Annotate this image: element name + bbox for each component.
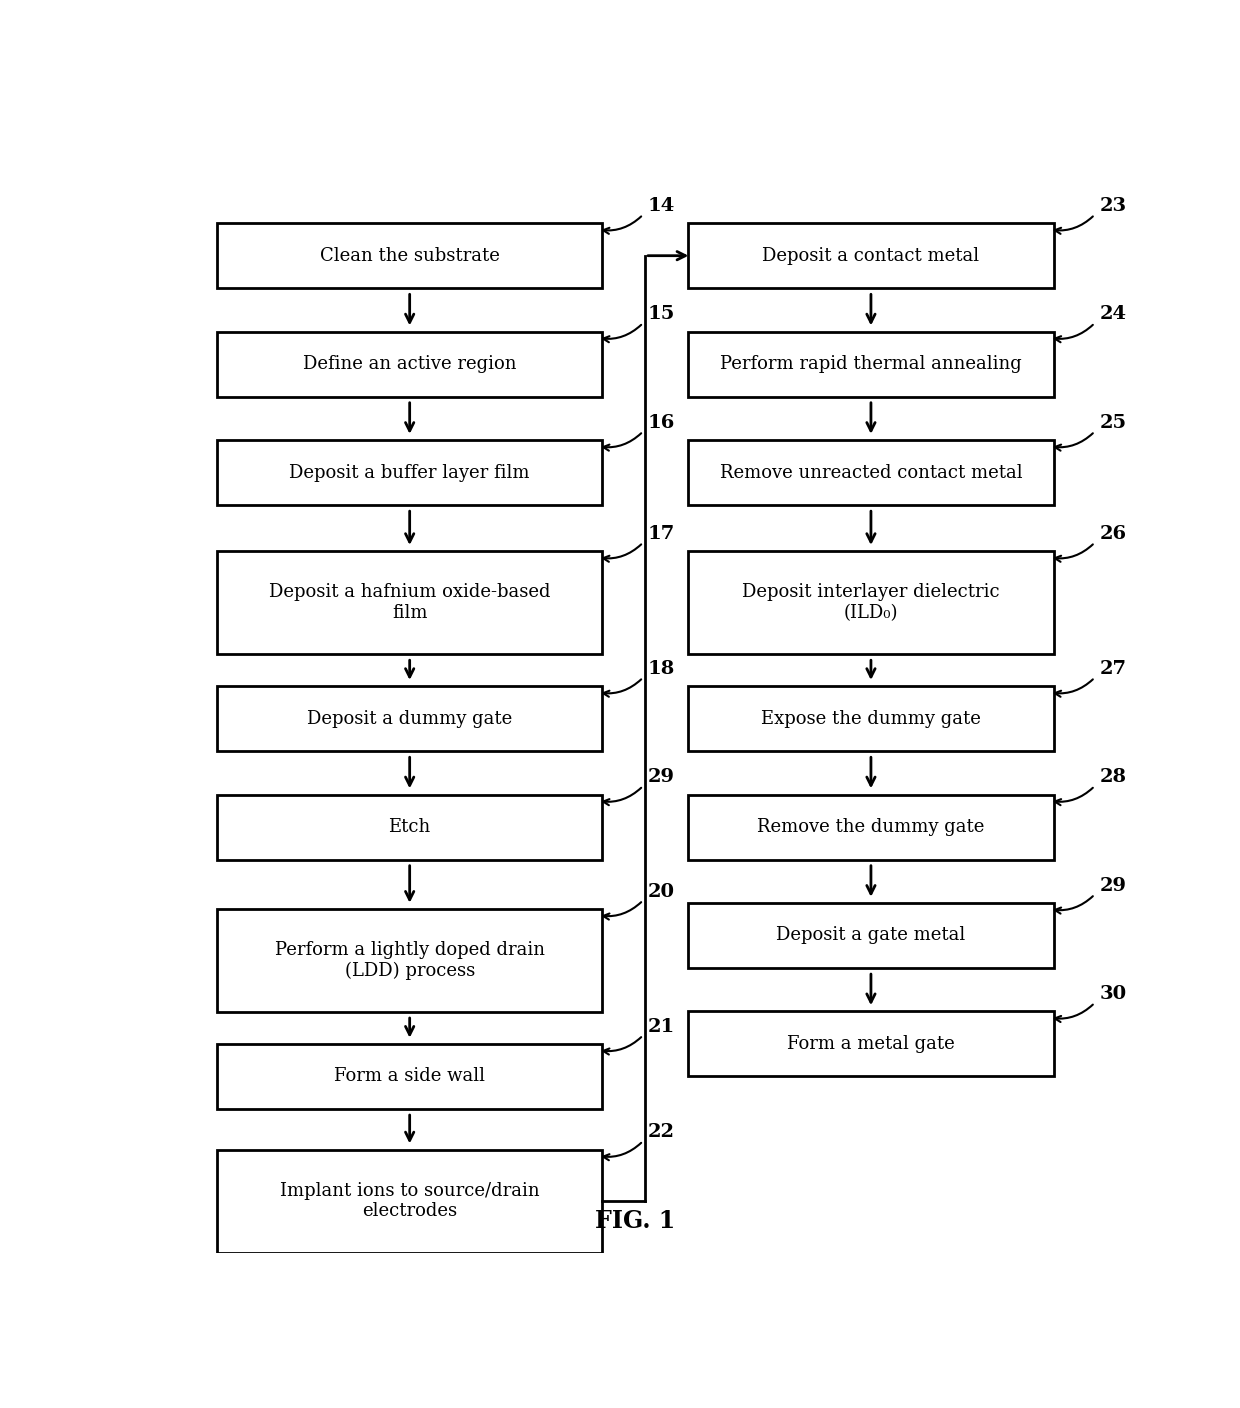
Bar (688, 441, 1054, 505)
Text: 17: 17 (649, 525, 676, 542)
Text: Deposit a gate metal: Deposit a gate metal (776, 926, 966, 945)
Text: 27: 27 (1100, 660, 1127, 677)
Text: Perform rapid thermal annealing: Perform rapid thermal annealing (720, 355, 1022, 373)
Text: 26: 26 (1100, 525, 1127, 542)
Text: Perform a lightly doped drain
(LDD) process: Perform a lightly doped drain (LDD) proc… (275, 941, 544, 980)
Bar (217, 1043, 601, 1110)
Text: 15: 15 (649, 306, 676, 324)
Text: 29: 29 (1100, 877, 1127, 894)
Text: Expose the dummy gate: Expose the dummy gate (761, 710, 981, 728)
Text: Deposit a buffer layer film: Deposit a buffer layer film (289, 463, 529, 482)
Text: 20: 20 (649, 883, 675, 901)
Text: FIG. 1: FIG. 1 (595, 1208, 676, 1232)
Bar (217, 441, 601, 505)
Text: 21: 21 (649, 1018, 676, 1035)
Text: Clean the substrate: Clean the substrate (320, 246, 500, 265)
Bar (688, 903, 1054, 967)
Text: Deposit a dummy gate: Deposit a dummy gate (308, 710, 512, 728)
Bar (217, 224, 601, 289)
Text: Deposit a contact metal: Deposit a contact metal (763, 246, 980, 265)
Bar (688, 1011, 1054, 1076)
Text: Remove the dummy gate: Remove the dummy gate (758, 818, 985, 836)
Bar (217, 910, 601, 1012)
Text: Implant ions to source/drain
electrodes: Implant ions to source/drain electrodes (280, 1181, 539, 1221)
Text: Remove unreacted contact metal: Remove unreacted contact metal (719, 463, 1022, 482)
Text: 18: 18 (649, 660, 676, 677)
Bar (688, 794, 1054, 859)
Bar (217, 686, 601, 750)
Bar (217, 332, 601, 397)
Text: Deposit a hafnium oxide-based
film: Deposit a hafnium oxide-based film (269, 583, 551, 622)
Bar (688, 224, 1054, 289)
Text: Define an active region: Define an active region (303, 355, 516, 373)
Bar (217, 794, 601, 859)
Bar (688, 332, 1054, 397)
Text: 28: 28 (1100, 769, 1127, 786)
Text: Deposit interlayer dielectric
(ILD₀): Deposit interlayer dielectric (ILD₀) (742, 583, 999, 622)
Text: 22: 22 (649, 1124, 675, 1142)
Text: 24: 24 (1100, 306, 1127, 324)
Text: 14: 14 (649, 197, 676, 215)
Text: Form a side wall: Form a side wall (334, 1067, 485, 1086)
Text: 30: 30 (1100, 986, 1127, 1002)
Bar (688, 686, 1054, 750)
Text: 23: 23 (1100, 197, 1127, 215)
Bar (217, 551, 601, 655)
Text: 16: 16 (649, 414, 676, 432)
Text: Etch: Etch (388, 818, 430, 836)
Bar (688, 551, 1054, 655)
Text: 29: 29 (649, 769, 675, 786)
Bar (217, 1149, 601, 1253)
Text: Form a metal gate: Form a metal gate (787, 1035, 955, 1053)
Text: 25: 25 (1100, 414, 1127, 432)
